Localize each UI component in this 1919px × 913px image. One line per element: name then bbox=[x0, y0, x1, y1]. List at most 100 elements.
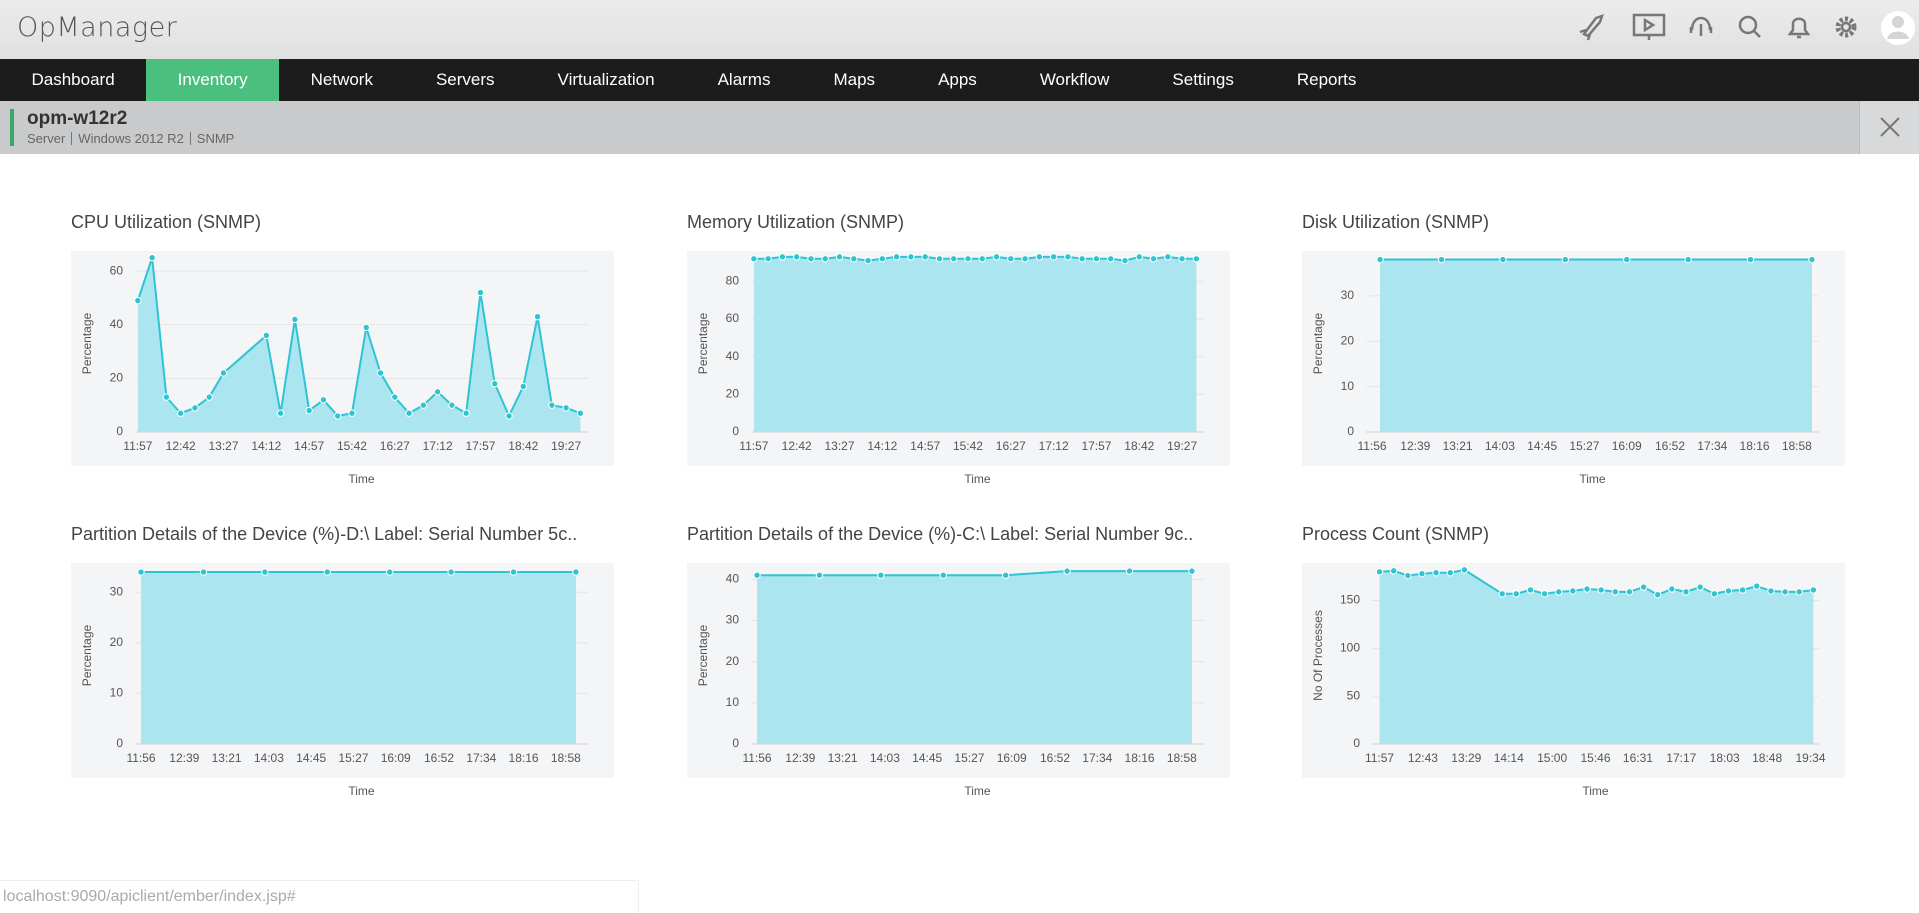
nav-item[interactable]: Alarms bbox=[717, 70, 771, 89]
point bbox=[1418, 569, 1426, 578]
nav-item[interactable]: Servers bbox=[435, 70, 495, 89]
nav-item[interactable]: Settings bbox=[1172, 70, 1234, 89]
nav-item[interactable]: Dashboard bbox=[31, 70, 115, 89]
x-tick-label: 17:17 bbox=[1666, 751, 1696, 765]
presentation-icon[interactable] bbox=[1632, 13, 1666, 37]
point bbox=[1625, 588, 1634, 596]
x-tick-label: 13:21 bbox=[212, 751, 242, 765]
chart: 0 20 40 60 11:57 12:42 13:27 14:12 14:57 15:42 16:… bbox=[71, 251, 614, 486]
point bbox=[533, 312, 542, 321]
y-tick-label: 40 bbox=[726, 572, 740, 586]
close-icon[interactable] bbox=[1880, 117, 1900, 137]
main-nav: Dashboard Inventory Network Servers Virtuali… bbox=[0, 59, 1919, 101]
y-tick-label: 20 bbox=[1341, 333, 1355, 347]
point bbox=[1192, 255, 1201, 263]
chart-title: Partition Details of the Device (%)-C:\ … bbox=[687, 524, 1194, 544]
point bbox=[1738, 586, 1747, 594]
x-tick-label: 16:52 bbox=[1655, 439, 1685, 453]
top-bar: OpManager bbox=[0, 0, 1919, 59]
y-tick-label: 20 bbox=[726, 654, 740, 668]
x-tick-label: 11:56 bbox=[126, 751, 155, 765]
device-name: opm-w12r2 bbox=[27, 108, 128, 129]
x-tick-label: 16:52 bbox=[424, 751, 454, 765]
x-tick-label: 17:57 bbox=[1081, 439, 1111, 453]
point bbox=[199, 568, 208, 576]
y-tick-label: 10 bbox=[1341, 379, 1355, 393]
y-axis-title: Percentage bbox=[80, 312, 94, 374]
search-icon[interactable] bbox=[1738, 15, 1758, 35]
point bbox=[1035, 253, 1044, 261]
point bbox=[1460, 566, 1469, 574]
x-tick-label: 14:03 bbox=[254, 751, 284, 765]
bell-icon[interactable] bbox=[1787, 17, 1811, 39]
point bbox=[391, 393, 399, 401]
y-axis-title: Percentage bbox=[1311, 312, 1325, 374]
x-tick-label: 19:34 bbox=[1795, 751, 1825, 765]
nav-item[interactable]: Reports bbox=[1296, 70, 1357, 89]
x-tick-label: 14:45 bbox=[912, 751, 942, 765]
point bbox=[1753, 582, 1761, 590]
nav-item[interactable]: Virtualization bbox=[557, 70, 655, 89]
y-tick-label: 60 bbox=[110, 263, 124, 277]
point bbox=[334, 412, 342, 420]
y-tick-label: 100 bbox=[1340, 640, 1360, 654]
x-tick-label: 13:27 bbox=[824, 439, 854, 453]
x-tick-label: 16:52 bbox=[1040, 751, 1070, 765]
point bbox=[262, 331, 271, 340]
x-tick-label: 14:57 bbox=[294, 439, 324, 453]
settings-icon[interactable] bbox=[1835, 16, 1857, 38]
y-tick-label: 80 bbox=[726, 274, 740, 288]
x-tick-label: 17:57 bbox=[465, 439, 495, 453]
point bbox=[1498, 590, 1506, 598]
point bbox=[1561, 255, 1570, 264]
point bbox=[1499, 255, 1507, 264]
point bbox=[1078, 255, 1086, 263]
point bbox=[572, 568, 580, 576]
nav-item[interactable]: Apps bbox=[938, 70, 977, 89]
x-tick-label: 14:57 bbox=[910, 439, 940, 453]
device-detail: Server bbox=[27, 131, 66, 146]
x-tick-label: 11:57 bbox=[1365, 751, 1394, 765]
x-tick-label: 15:42 bbox=[953, 439, 983, 453]
point bbox=[476, 288, 485, 297]
nav-item[interactable]: Workflow bbox=[1039, 70, 1110, 89]
point bbox=[1178, 255, 1186, 263]
point bbox=[134, 296, 142, 305]
point bbox=[815, 571, 824, 579]
point bbox=[509, 568, 518, 576]
nav-item[interactable]: Network bbox=[310, 70, 373, 89]
support-icon[interactable] bbox=[1689, 16, 1713, 36]
point bbox=[548, 401, 556, 409]
point bbox=[1092, 255, 1101, 263]
point bbox=[939, 571, 947, 579]
device-detail: Windows 2012 R2 bbox=[71, 132, 190, 145]
point bbox=[1432, 569, 1440, 577]
point bbox=[1611, 588, 1620, 596]
point bbox=[1540, 590, 1549, 598]
x-tick-label: 19:27 bbox=[551, 439, 581, 453]
x-tick-label: 13:21 bbox=[1443, 439, 1473, 453]
rocket-icon[interactable] bbox=[1579, 14, 1604, 41]
point bbox=[864, 256, 872, 265]
point bbox=[753, 571, 761, 579]
point bbox=[1767, 587, 1775, 595]
y-axis-title: Percentage bbox=[696, 312, 710, 374]
point bbox=[385, 568, 394, 576]
point bbox=[1135, 253, 1143, 261]
y-axis-title: Percentage bbox=[80, 624, 94, 686]
x-tick-label: 17:12 bbox=[1039, 439, 1069, 453]
nav-item[interactable]: Maps bbox=[833, 70, 876, 89]
point bbox=[376, 369, 385, 377]
close-button[interactable] bbox=[1859, 101, 1919, 154]
x-axis-title: Time bbox=[348, 472, 375, 486]
x-tick-label: 12:39 bbox=[1400, 439, 1430, 453]
point bbox=[562, 404, 570, 412]
point bbox=[205, 393, 213, 401]
nav-item[interactable]: Inventory bbox=[146, 59, 280, 101]
point bbox=[176, 409, 185, 417]
y-tick-label: 0 bbox=[116, 736, 123, 750]
x-tick-label: 18:58 bbox=[551, 751, 581, 765]
point bbox=[1808, 255, 1816, 264]
chart: 0 10 20 30 40 11:56 12:39 13:21 14:03 14:45 15:27 1… bbox=[687, 563, 1230, 798]
